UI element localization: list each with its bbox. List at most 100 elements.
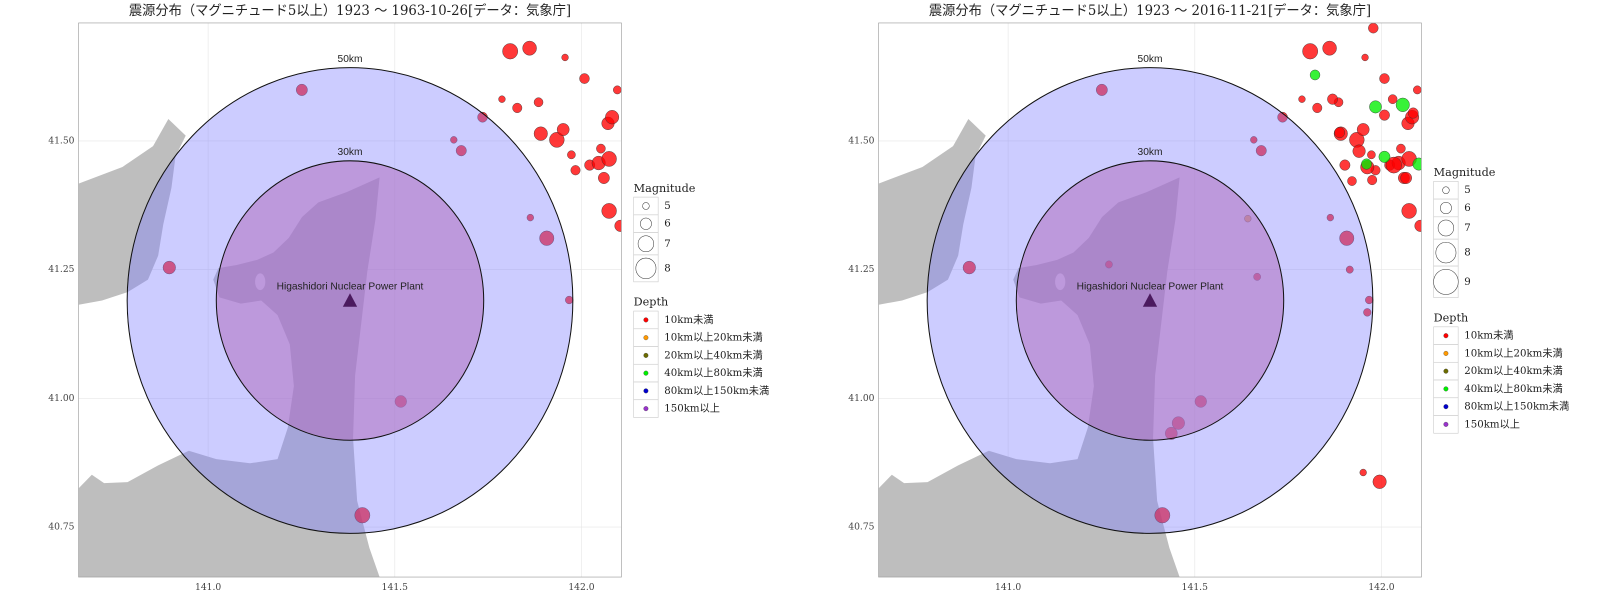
legend-size-key [637, 235, 655, 253]
legend-label: 20km以上40km未満 [1464, 365, 1562, 377]
quake-point [1401, 203, 1417, 219]
legend-title: Depth [1434, 310, 1469, 324]
legend-color-key [1443, 386, 1449, 392]
y-tick-label: 41.25 [48, 264, 74, 275]
y-tick-label: 41.00 [848, 393, 874, 404]
quake-point [596, 143, 606, 154]
quake-point [450, 136, 458, 144]
legend-label: 8 [1464, 247, 1470, 259]
legend-color-key [643, 406, 649, 412]
quake-point [502, 43, 519, 60]
quake-point [1396, 143, 1406, 154]
x-tick-label: 142.0 [568, 582, 594, 593]
legend-label: 5 [1464, 184, 1470, 196]
legend-label: 7 [664, 238, 670, 250]
quake-point [1347, 176, 1357, 186]
legend-color-key [643, 335, 649, 341]
ring-label: 50km [338, 54, 363, 65]
site-marker [342, 293, 358, 307]
chart-title: 震源分布（マグニチュード5以上）1923 ～ 2016-11-21[データ：気象… [929, 2, 1371, 19]
quake-point [1387, 94, 1398, 104]
points [162, 40, 622, 524]
site-label: Higashidori Nuclear Power Plant [277, 282, 424, 293]
quake-point [567, 150, 576, 160]
quake-point [1312, 102, 1323, 113]
legend-color-key [643, 370, 649, 376]
y-tick-label: 41.50 [848, 135, 874, 146]
axes: 震源分布（マグニチュード5以上）1923 ～ 2016-11-21[データ：気象… [848, 2, 1569, 593]
quake-point [1361, 158, 1372, 170]
legend-color-key [1443, 368, 1449, 374]
legend-size-key [640, 217, 652, 230]
plot-border [78, 22, 622, 578]
y-tick-label: 41.00 [48, 393, 74, 404]
chart-title: 震源分布（マグニチュード5以上）1923 ～ 1963-10-26[データ：気象… [129, 2, 571, 19]
legend-label: 8 [664, 262, 670, 274]
quake-point [579, 73, 590, 84]
quake-point [1352, 144, 1366, 158]
x-tick-label: 141.5 [382, 582, 408, 593]
quake-point [1367, 174, 1378, 186]
quake-point [1356, 123, 1370, 136]
rings: 50km 30km Higashidori Nuclear Power Plant [126, 54, 574, 534]
legend-color-key [643, 317, 649, 323]
legend-label: 10km以上20km未満 [1464, 347, 1562, 359]
x-tick-label: 141.5 [1182, 582, 1208, 593]
quake-point [601, 151, 617, 167]
site-marker [1142, 293, 1158, 307]
quake-point [1368, 22, 1379, 34]
quake-point [1327, 93, 1338, 105]
quake-point [1379, 73, 1390, 84]
quake-point [1339, 230, 1355, 246]
quake-point [1298, 95, 1306, 103]
quake-point [614, 219, 622, 232]
quake-point [1407, 107, 1419, 119]
legend-label: 7 [1464, 222, 1470, 234]
legend-size-key [1440, 201, 1452, 214]
quake-point [1414, 219, 1422, 232]
quake-point [605, 110, 620, 125]
legend-label: 80km以上150km未満 [664, 385, 769, 397]
quake-point [162, 260, 176, 275]
y-tick-label: 41.50 [48, 135, 74, 146]
ring-label: 30km [1138, 147, 1163, 158]
legend-label: 10km以上20km未満 [664, 332, 762, 344]
quake-point [1250, 136, 1258, 144]
legend-size-key [1433, 268, 1459, 295]
x-tick-label: 141.0 [195, 582, 221, 593]
quake-point [1369, 100, 1382, 114]
legend-label: 10km未満 [664, 314, 713, 326]
quake-point [1255, 145, 1267, 157]
legend-title: Magnitude [1434, 165, 1496, 179]
legend-size-key [1442, 186, 1450, 194]
x-tick-label: 142.0 [1368, 582, 1394, 593]
legend-size-key [642, 202, 650, 210]
quake-point [296, 83, 308, 96]
quake-point [512, 102, 523, 113]
plot-area: 50km 30km Higashidori Nuclear Power Plant [878, 22, 1422, 578]
legend-title: Magnitude [634, 181, 696, 195]
quake-point [1334, 127, 1346, 139]
plot-border [878, 22, 1422, 578]
quake-point [1367, 150, 1376, 160]
quake-point [613, 85, 622, 95]
plot-area: 50km 30km Higashidori Nuclear Power Plant [78, 22, 622, 578]
quake-point [556, 123, 570, 136]
y-tick-label: 40.75 [848, 522, 874, 533]
quake-point [455, 145, 467, 157]
quake-point [1363, 308, 1372, 317]
quake-point [1413, 85, 1422, 95]
quake-point [1361, 53, 1369, 62]
quake-point [1395, 97, 1410, 112]
quake-point [1302, 43, 1319, 60]
quake-point [561, 53, 569, 62]
quake-point [549, 132, 565, 148]
quake-point [526, 213, 534, 222]
quake-point [962, 260, 976, 275]
quake-point [1359, 468, 1367, 477]
quake-point [1154, 507, 1171, 524]
quake-point [1326, 213, 1334, 222]
